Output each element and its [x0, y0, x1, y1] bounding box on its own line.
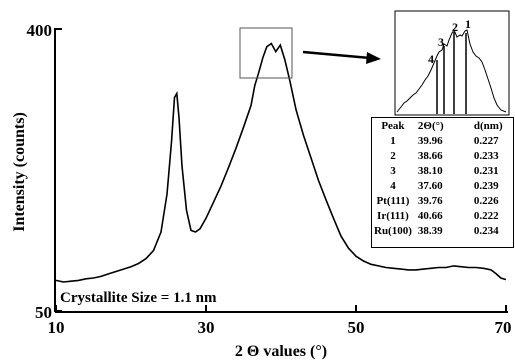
y-axis-label: Intensity (counts) — [11, 112, 28, 232]
table-cell-peak: 2 — [390, 150, 396, 162]
inset-label-2: 2 — [452, 20, 458, 34]
table-cell-d: 0.227 — [473, 135, 499, 147]
y-tick-label-bottom: 50 — [35, 303, 52, 322]
table-cell-2theta: 38.39 — [417, 225, 443, 237]
arrow-head — [366, 52, 381, 64]
inset-frame — [394, 10, 510, 116]
table-cell-peak: 3 — [390, 165, 396, 177]
x-tick-label-30: 30 — [198, 318, 215, 337]
x-axis-label: 2 Θ values (°) — [235, 343, 327, 360]
inset: 4 3 2 1 — [394, 10, 510, 116]
arrow-line — [302, 50, 371, 60]
inset-label-1: 1 — [465, 17, 471, 31]
table-cell-d: 0.222 — [473, 210, 499, 222]
table-cell-peak: 1 — [390, 135, 396, 147]
series-line — [55, 42, 507, 283]
table-cell-2theta: 39.76 — [417, 195, 443, 207]
table-cell-d: 0.234 — [473, 225, 499, 237]
inset-curve — [396, 28, 507, 113]
table-cell-d: 0.231 — [473, 165, 499, 177]
table-cell-2theta: 38.10 — [417, 165, 443, 177]
table-cell-d: 0.226 — [473, 195, 499, 207]
table-row: Ru(100) 38.39 0.234 — [372, 224, 513, 239]
table-header-row: Peak 2Θ(°) d(nm) — [372, 119, 513, 134]
table-header-2theta: 2Θ(°) — [417, 120, 444, 132]
peak-table: Peak 2Θ(°) d(nm) 1 39.96 0.227 2 38.66 0.233 3… — [371, 117, 514, 248]
y-tick-label-top: 400 — [27, 21, 53, 40]
table-row: 2 38.66 0.233 — [372, 149, 513, 164]
table-header-peak: Peak — [381, 120, 405, 132]
table-row: 3 38.10 0.231 — [372, 164, 513, 179]
x-tick-label-70: 70 — [495, 318, 512, 337]
table-row: Ir(111) 40.66 0.222 — [372, 209, 513, 224]
table-cell-peak: Ru(100) — [374, 225, 412, 237]
zoom-box — [239, 27, 293, 79]
x-tick-label-10: 10 — [48, 318, 65, 337]
table-cell-d: 0.233 — [473, 150, 499, 162]
table-cell-peak: 4 — [390, 180, 396, 192]
inset-label-4: 4 — [428, 52, 434, 66]
table-cell-peak: Pt(111) — [376, 195, 410, 207]
table-header-d: d(nm) — [473, 120, 503, 132]
x-tick-label-50: 50 — [348, 318, 365, 337]
table-cell-peak: Ir(111) — [377, 210, 409, 222]
table-row: 1 39.96 0.227 — [372, 134, 513, 149]
crystallite-size-annotation: Crystallite Size = 1.1 nm — [60, 290, 217, 306]
table-row: Pt(111) 39.76 0.226 — [372, 194, 513, 209]
table-cell-d: 0.239 — [473, 180, 499, 192]
inset-label-3: 3 — [438, 35, 444, 49]
table-cell-2theta: 37.60 — [417, 180, 443, 192]
table-row: 4 37.60 0.239 — [372, 179, 513, 194]
table-cell-2theta: 39.96 — [417, 135, 443, 147]
table-cell-2theta: 38.66 — [417, 150, 443, 162]
table-cell-2theta: 40.66 — [417, 210, 443, 222]
